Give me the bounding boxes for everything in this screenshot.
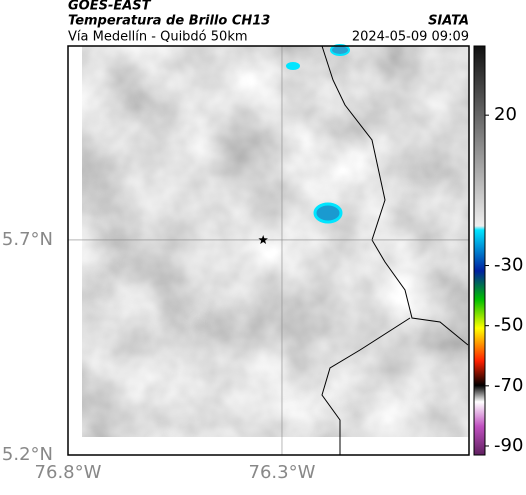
colorbar-tick-label: -30 [494,255,523,276]
colorbar-tick-label: -50 [494,315,523,336]
colorbar-tick-label: -90 [494,435,523,456]
imagery [82,46,469,437]
lat-tick-label: 5.2°N [2,444,53,465]
subtitle: Temperatura de Brillo CH13 [68,14,270,29]
source: SIATA [428,14,469,29]
cold-cloud [286,62,300,70]
map-frame [67,45,470,456]
route: Vía Medellín - Quibdó 50km [68,30,248,45]
cold-cloud [330,44,350,56]
colorbar-tick-label: -70 [494,375,523,396]
lat-tick-label: 5.7°N [2,229,53,250]
colorbar-tick-label: 20 [494,104,517,125]
location-marker [258,235,268,244]
cold-cloud [313,202,343,224]
border [321,317,411,455]
lon-tick-label: 76.8°W [35,462,102,483]
map-area [67,44,470,456]
title: GOES-EAST [68,0,152,14]
timestamp: 2024-05-09 09:09 [352,30,469,45]
lon-tick-label: 76.3°W [249,462,316,483]
colorbar [473,45,486,456]
